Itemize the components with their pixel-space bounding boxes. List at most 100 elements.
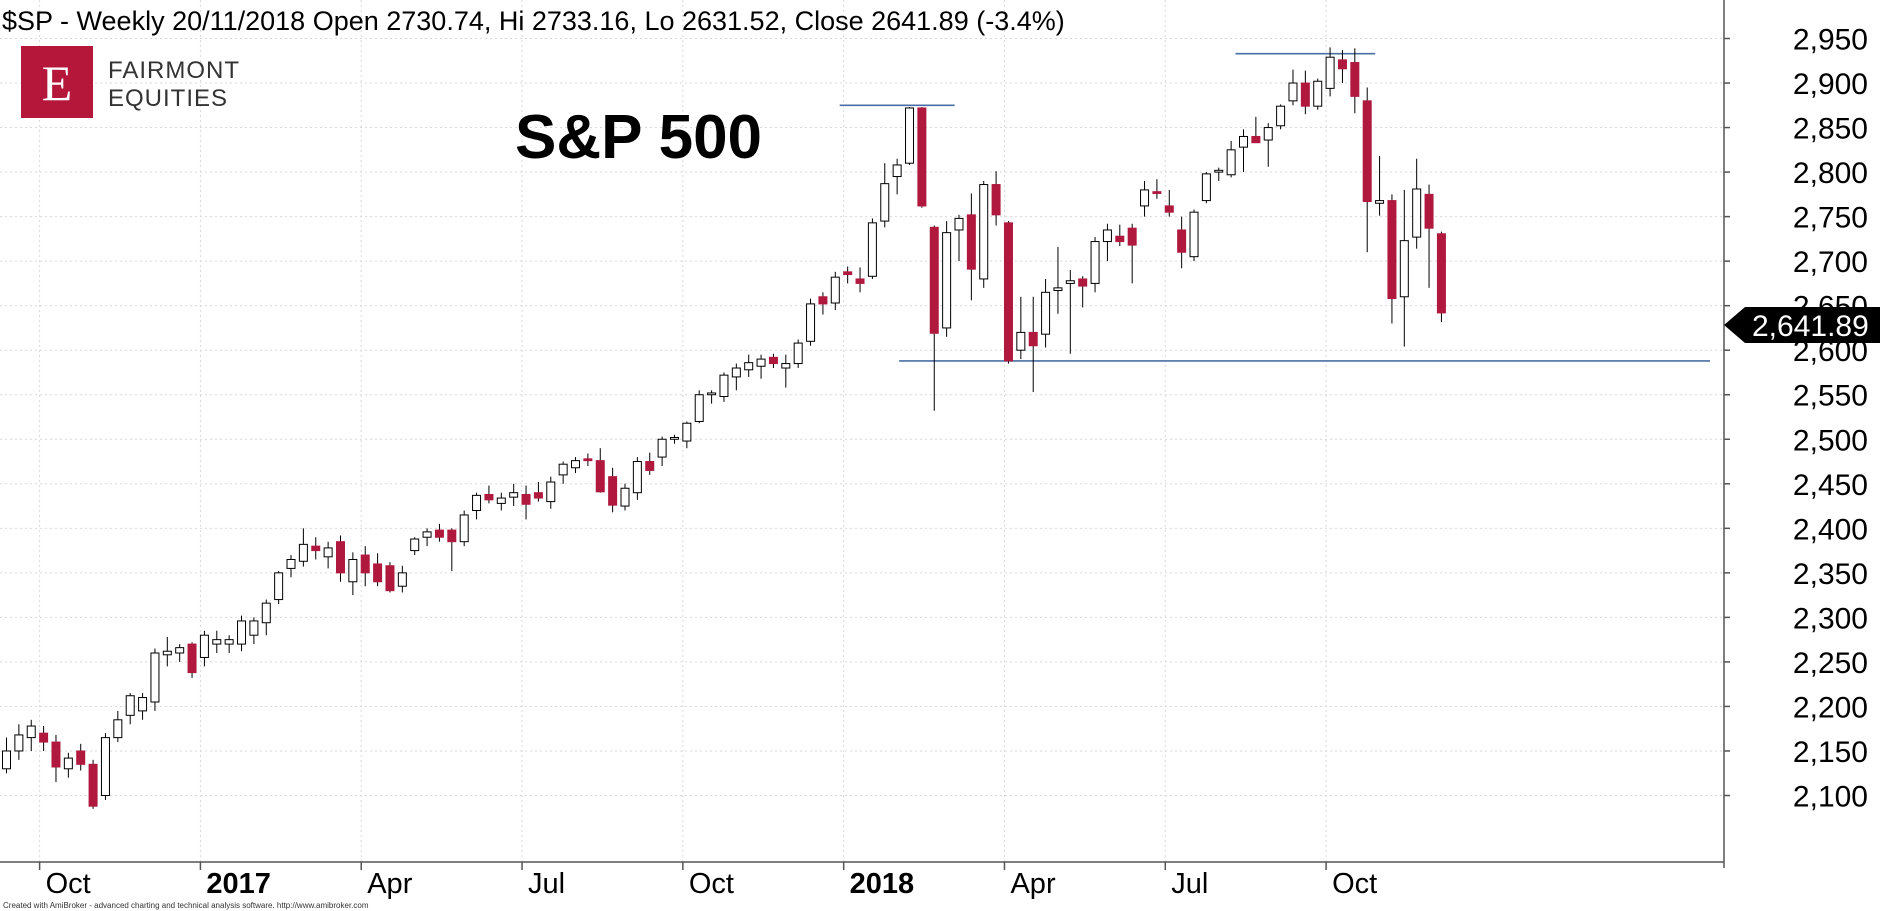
candle-body-down	[335, 541, 345, 574]
candle-body-up	[1226, 149, 1236, 176]
candle	[138, 693, 148, 720]
candle-body-up	[199, 634, 209, 658]
chart-header-title: $SP - Weekly 20/11/2018 Open 2730.74, Hi…	[2, 6, 1065, 36]
candle	[1078, 276, 1088, 308]
candle	[63, 752, 73, 778]
candle	[385, 562, 395, 593]
candle	[224, 635, 234, 654]
x-tick-label: Oct	[1332, 868, 1377, 900]
candle	[286, 555, 296, 578]
candle-body-down	[583, 458, 593, 462]
candle	[830, 271, 840, 311]
candle-body-up	[298, 543, 308, 562]
candle	[459, 510, 469, 547]
candle	[632, 457, 642, 500]
candle	[1053, 246, 1063, 314]
candle-body-down	[1337, 59, 1347, 70]
candle	[620, 483, 630, 511]
brand-line-1: FAIRMONT	[108, 57, 240, 84]
candle-body-up	[793, 342, 803, 365]
candle-body-up	[830, 276, 840, 304]
candle-body-down	[1003, 222, 1013, 362]
x-tick-label: 2018	[850, 868, 915, 900]
candle-body-up	[1102, 229, 1112, 243]
candle-body-down	[484, 493, 494, 501]
candle-body-up	[26, 725, 36, 739]
candle	[942, 221, 952, 337]
candle-body-up	[1412, 188, 1422, 238]
candle-body-down	[1362, 100, 1372, 202]
candle	[496, 492, 506, 511]
candle-body-up	[1214, 169, 1224, 173]
chart-big-title: S&P 500	[515, 103, 762, 172]
y-tick-label: 2,350	[1793, 558, 1868, 591]
candle-body-down	[818, 296, 828, 305]
candle	[1028, 296, 1038, 393]
x-tick-label: Jul	[528, 868, 565, 900]
candle	[88, 759, 98, 809]
candle	[571, 457, 581, 474]
candle	[1127, 223, 1137, 284]
candle-body-up	[694, 394, 704, 422]
brand-logo: E FAIRMONT EQUITIES	[21, 46, 240, 118]
candle-body-down	[39, 732, 49, 743]
axes	[0, 0, 1725, 868]
candle	[434, 523, 444, 542]
candle	[484, 485, 494, 504]
y-tick-label: 2,500	[1793, 424, 1868, 457]
candle-body-up	[781, 363, 791, 369]
candle-body-down	[1028, 331, 1038, 347]
candle	[311, 537, 321, 560]
candle	[348, 552, 358, 596]
candle-body-up	[806, 303, 816, 342]
footer-credit: Created with AmiBroker - advanced charti…	[3, 901, 369, 910]
candle	[26, 719, 36, 751]
candle	[100, 733, 110, 800]
candle-body-down	[1115, 235, 1125, 243]
candle	[793, 339, 803, 369]
candle	[125, 693, 135, 725]
candle-body-up	[744, 362, 754, 371]
x-tick-labels: Oct 2017 Apr Jul Oct 2018 Apr Jul Oct	[46, 868, 1378, 900]
candle-body-down	[1350, 62, 1360, 97]
candle	[521, 485, 531, 520]
candle	[323, 541, 333, 569]
candle	[51, 734, 61, 783]
y-tick-label: 2,300	[1793, 602, 1868, 635]
candle-body-up	[175, 647, 185, 654]
price-tag-bg	[1724, 307, 1880, 343]
candle	[1189, 209, 1199, 262]
candle-body-down	[1300, 82, 1310, 107]
candle-body-up	[1065, 280, 1075, 284]
x-tick-label: Apr	[1010, 868, 1055, 900]
candle	[410, 537, 420, 556]
candle-body-down	[645, 461, 655, 471]
candle	[298, 528, 308, 567]
candle-body-up	[1313, 80, 1323, 107]
x-tick-label: Oct	[46, 868, 91, 900]
candle-body-up	[14, 734, 24, 752]
candle	[1251, 116, 1261, 144]
candle-body-up	[496, 497, 506, 504]
candle	[1337, 50, 1347, 84]
candle-body-down	[88, 763, 98, 807]
candle	[806, 298, 816, 346]
candle	[843, 266, 853, 284]
candle	[360, 546, 370, 587]
candle	[781, 354, 791, 388]
candle-body-up	[731, 367, 741, 378]
candle	[929, 225, 939, 411]
candle-body-down	[1177, 229, 1187, 253]
candle-body-up	[707, 392, 717, 396]
candle-body-down	[966, 214, 976, 270]
candle-body-up	[979, 184, 989, 280]
candle	[1436, 231, 1446, 323]
candle	[954, 214, 964, 262]
candle-body-up	[1090, 241, 1100, 284]
candle	[818, 292, 828, 315]
candle-body-up	[1016, 331, 1026, 351]
y-tick-label: 2,900	[1793, 68, 1868, 101]
price-tag-label: 2,641.89	[1752, 310, 1869, 343]
candle	[447, 528, 457, 572]
trendlines	[839, 52, 1710, 362]
